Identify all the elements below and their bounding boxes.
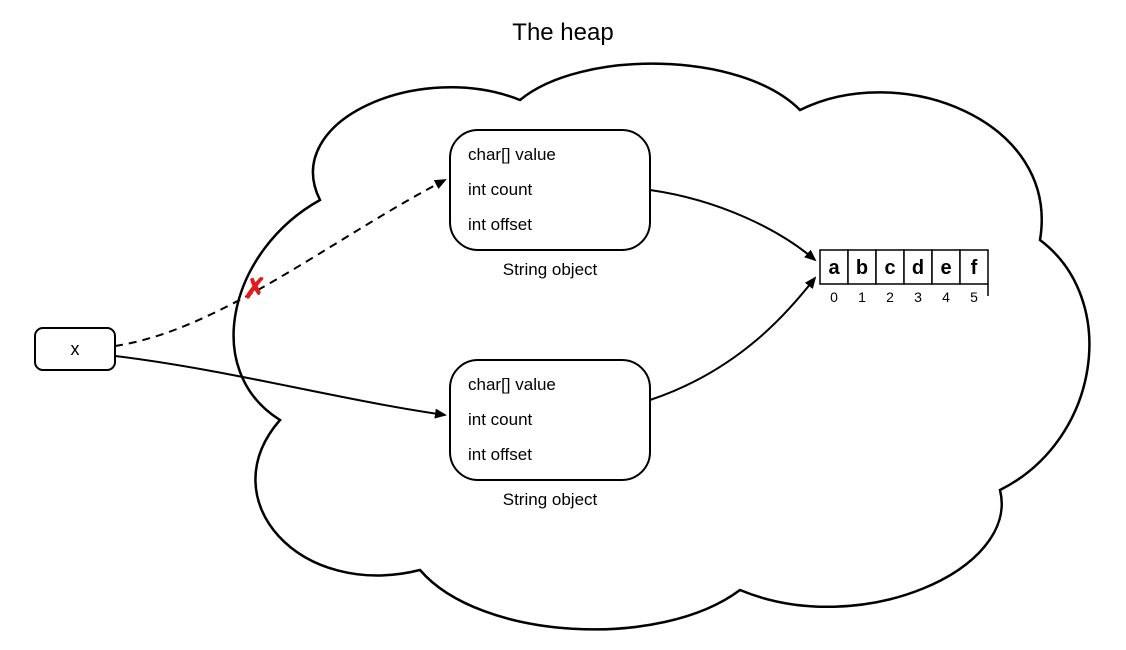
edge-x-to-bottom xyxy=(115,356,445,415)
field-int-count-top: int count xyxy=(468,180,533,199)
edge-bottom-to-array xyxy=(650,278,815,400)
heap-cloud xyxy=(234,64,1090,630)
char-cell-letter: d xyxy=(912,257,924,279)
field-char-value-top: char[] value xyxy=(468,145,556,164)
char-cell-letter: e xyxy=(940,257,951,279)
char-cell-index: 1 xyxy=(858,289,866,305)
char-array: a 0 b 1 c 2 d 3 e 4 f 5 xyxy=(820,250,988,305)
variable-label: x xyxy=(71,339,80,359)
string-object-bottom: char[] value int count int offset String… xyxy=(450,360,650,509)
string-object-top: char[] value int count int offset String… xyxy=(450,130,650,279)
char-cell-letter: a xyxy=(828,257,840,279)
string-object-top-caption: String object xyxy=(503,260,598,279)
char-cell-letter: c xyxy=(884,257,895,279)
char-cell-index: 4 xyxy=(942,289,950,305)
char-cell-letter: b xyxy=(856,257,868,279)
field-int-offset-top: int offset xyxy=(468,215,532,234)
char-cell-index: 0 xyxy=(830,289,838,305)
edge-x-to-top xyxy=(115,180,445,346)
char-cell-index: 5 xyxy=(970,289,978,305)
broken-reference-icon: ✗ xyxy=(243,273,266,304)
heap-diagram: The heap x char[] value int count int of… xyxy=(0,0,1126,650)
char-cell-index: 3 xyxy=(914,289,922,305)
char-cell-index: 2 xyxy=(886,289,894,305)
variable-x: x xyxy=(35,328,115,370)
string-object-bottom-caption: String object xyxy=(503,490,598,509)
edge-top-to-array xyxy=(650,190,815,260)
field-int-count-bottom: int count xyxy=(468,410,533,429)
diagram-title: The heap xyxy=(512,19,613,46)
field-char-value-bottom: char[] value xyxy=(468,375,556,394)
field-int-offset-bottom: int offset xyxy=(468,445,532,464)
char-cell-letter: f xyxy=(971,257,978,279)
